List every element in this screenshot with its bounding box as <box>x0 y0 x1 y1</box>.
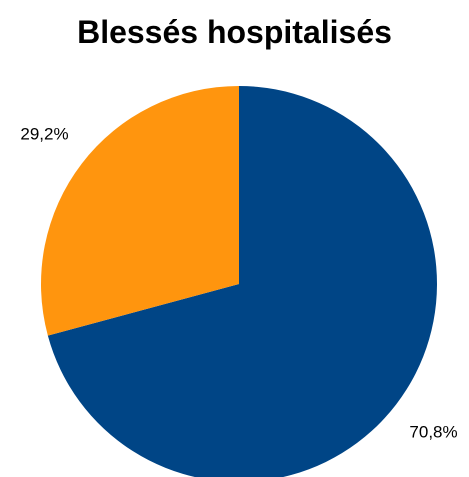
pie-labels: 70,8% 29,2% <box>20 125 457 442</box>
pie-slice-0 <box>47 86 437 477</box>
pie-slice-label-0: 70,8% <box>409 422 457 441</box>
pie-slices <box>41 86 437 477</box>
pie-slice-label-1: 29,2% <box>20 125 68 144</box>
chart-title: Blessés hospitalisés <box>77 14 392 50</box>
pie-slice-1 <box>41 86 239 336</box>
